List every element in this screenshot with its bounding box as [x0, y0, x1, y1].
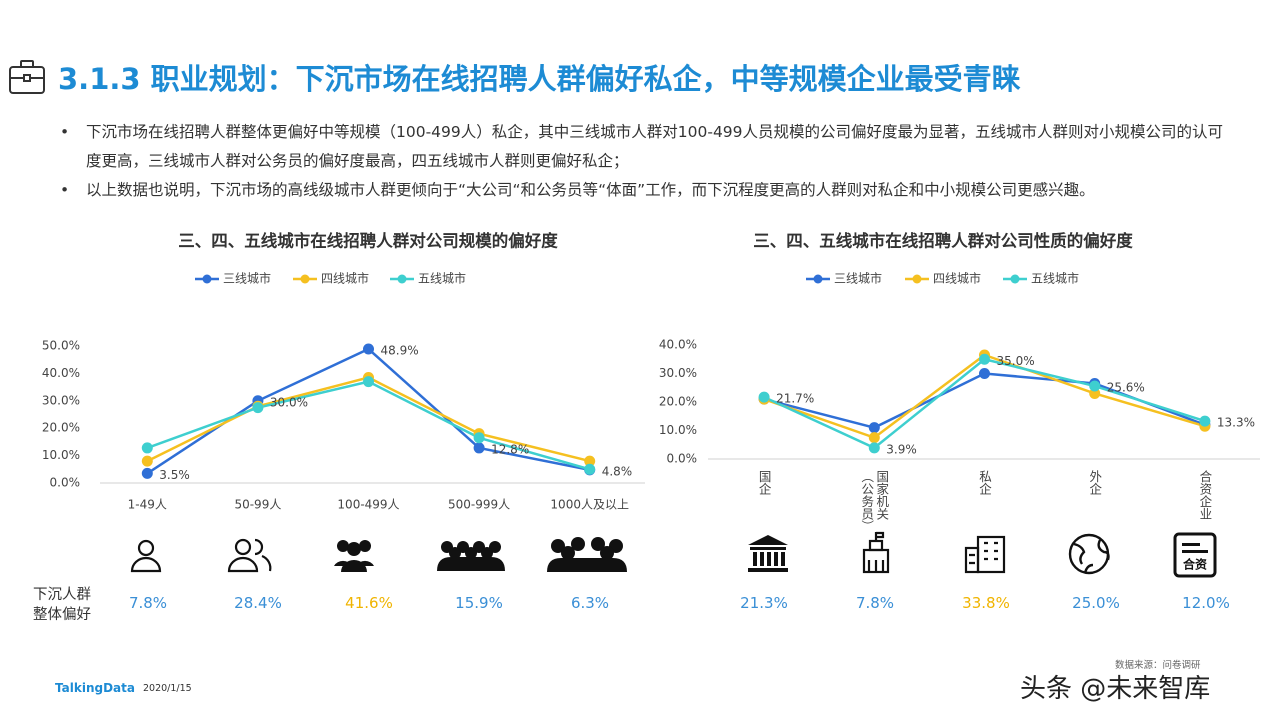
y-tick-label: 0.0%	[667, 452, 698, 466]
legend-marker	[1010, 274, 1020, 284]
summary-value: 25.0%	[1072, 594, 1120, 612]
y-tick-label: 20.0%	[42, 421, 80, 435]
bullet-list: 下沉市场在线招聘人群整体更偏好中等规模（100-499人）私企，其中三线城市人群…	[60, 118, 1230, 205]
point	[868, 442, 880, 454]
y-tick-label: 40.0%	[659, 338, 697, 352]
y-tick-label: 10.0%	[42, 448, 80, 462]
legend-label: 五线城市	[1031, 271, 1079, 286]
chart-title: 三、四、五线城市在线招聘人群对公司性质的偏好度	[753, 231, 1133, 251]
point	[141, 455, 153, 467]
title-icon	[9, 60, 45, 94]
point	[584, 463, 596, 475]
data-label: 25.6%	[1107, 381, 1145, 395]
svg-text:合资: 合资	[1183, 557, 1207, 572]
legend-label: 四线城市	[933, 271, 981, 286]
point	[584, 455, 596, 467]
y-tick-label: 10.0%	[659, 423, 697, 437]
point	[1089, 380, 1101, 392]
summary-label: 下沉人群	[33, 587, 91, 603]
point	[252, 402, 264, 414]
legend-label: 三线城市	[834, 271, 882, 286]
y-tick-label: 30.0%	[42, 393, 80, 407]
legend-label: 三线城市	[223, 271, 271, 286]
y-tick-label: 30.0%	[659, 366, 697, 380]
y-tick-label: 40.0%	[42, 366, 80, 380]
x-tick-label: 1-49人	[128, 498, 167, 512]
point	[979, 368, 990, 379]
x-tick-label: 国家机关（公务员）	[859, 470, 890, 533]
data-label: 3.5%	[159, 468, 190, 482]
summary-value: 41.6%	[345, 594, 393, 612]
point	[363, 343, 374, 355]
summary-label: 整体偏好	[33, 607, 91, 623]
point	[473, 432, 485, 444]
point	[868, 422, 880, 434]
x-tick-label: 500-999人	[448, 498, 510, 512]
data-label: 12.8%	[491, 442, 529, 456]
brand: TalkingData	[55, 681, 135, 695]
summary-value: 21.3%	[740, 594, 788, 612]
summary-value: 12.0%	[1182, 594, 1230, 612]
summary-value: 33.8%	[962, 594, 1010, 612]
legend-marker	[813, 274, 823, 284]
data-label: 21.7%	[776, 392, 814, 406]
y-tick-label: 20.0%	[659, 395, 697, 409]
summary-value: 7.8%	[855, 594, 895, 612]
source: 数据来源：问卷调研	[1115, 660, 1201, 671]
point	[758, 391, 770, 403]
summary-value: 28.4%	[234, 594, 282, 612]
watermark: 头条 @未来智库	[1020, 674, 1211, 704]
point	[979, 353, 990, 365]
point	[363, 376, 374, 388]
series-line	[763, 353, 1206, 440]
legend-marker	[300, 274, 310, 284]
chart-title: 三、四、五线城市在线招聘人群对公司规模的偏好度	[178, 231, 558, 251]
x-tick-label: 合资企业	[1197, 470, 1213, 520]
point	[868, 432, 880, 444]
x-tick-label: 1000人及以上	[550, 498, 629, 512]
y-tick-label: 0.0%	[50, 476, 81, 490]
point	[473, 442, 485, 454]
summary-value: 15.9%	[455, 594, 503, 612]
page-title: 3.1.3 职业规划：下沉市场在线招聘人群偏好私企，中等规模企业最受青睐	[58, 62, 1021, 96]
date: 2020/1/15	[143, 683, 192, 694]
point	[141, 442, 153, 454]
data-label: 48.9%	[381, 344, 419, 358]
legend-label: 四线城市	[321, 271, 369, 286]
data-label: 35.0%	[997, 354, 1035, 368]
legend-marker	[397, 274, 407, 284]
bullet: 以上数据也说明，下沉市场的高线级城市人群更倾向于“大公司“和公务员等“体面”工作…	[60, 176, 1230, 205]
point	[141, 467, 153, 479]
y-tick-label: 50.0%	[42, 339, 80, 353]
summary-value: 6.3%	[570, 594, 610, 612]
legend-label: 五线城市	[418, 271, 466, 286]
bullet: 下沉市场在线招聘人群整体更偏好中等规模（100-499人）私企，其中三线城市人群…	[60, 118, 1230, 176]
data-label: 30.0%	[270, 395, 308, 409]
summary-value: 7.8%	[128, 594, 168, 612]
x-tick-label: 外企	[1087, 470, 1103, 495]
x-tick-label: 私企	[977, 470, 992, 495]
icons: 合资	[130, 531, 1217, 578]
x-tick-label: 100-499人	[337, 498, 399, 512]
data-label: 4.8%	[602, 464, 633, 478]
point	[1199, 415, 1211, 427]
data-label: 3.9%	[886, 442, 917, 456]
legend-marker	[912, 274, 922, 284]
data-label: 13.3%	[1217, 416, 1255, 430]
x-tick-label: 50-99人	[234, 498, 281, 512]
x-tick-label: 国企	[756, 470, 772, 495]
legend-marker	[202, 274, 212, 284]
